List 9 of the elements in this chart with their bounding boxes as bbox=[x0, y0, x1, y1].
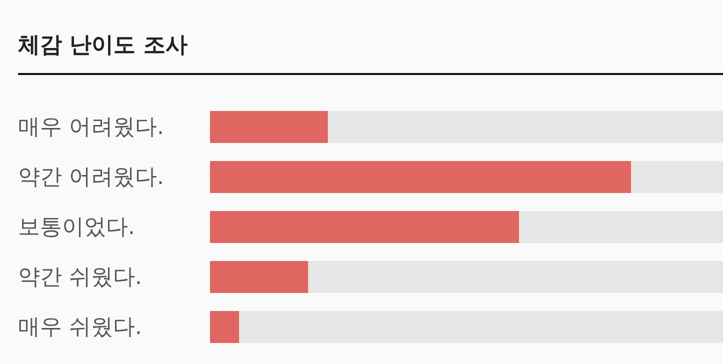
bar bbox=[210, 311, 240, 343]
y-tick-label: 약간 쉬웠다. bbox=[18, 265, 142, 290]
bar bbox=[210, 111, 328, 143]
y-tick-label: 약간 어려웠다. bbox=[18, 165, 164, 190]
bar bbox=[210, 261, 308, 293]
y-tick-label: 매우 어려웠다. bbox=[18, 115, 164, 140]
chart-title: 체감 난이도 조사 bbox=[18, 33, 188, 58]
y-tick-label: 보통이었다. bbox=[18, 215, 135, 240]
y-tick-label: 매우 쉬웠다. bbox=[18, 315, 142, 340]
